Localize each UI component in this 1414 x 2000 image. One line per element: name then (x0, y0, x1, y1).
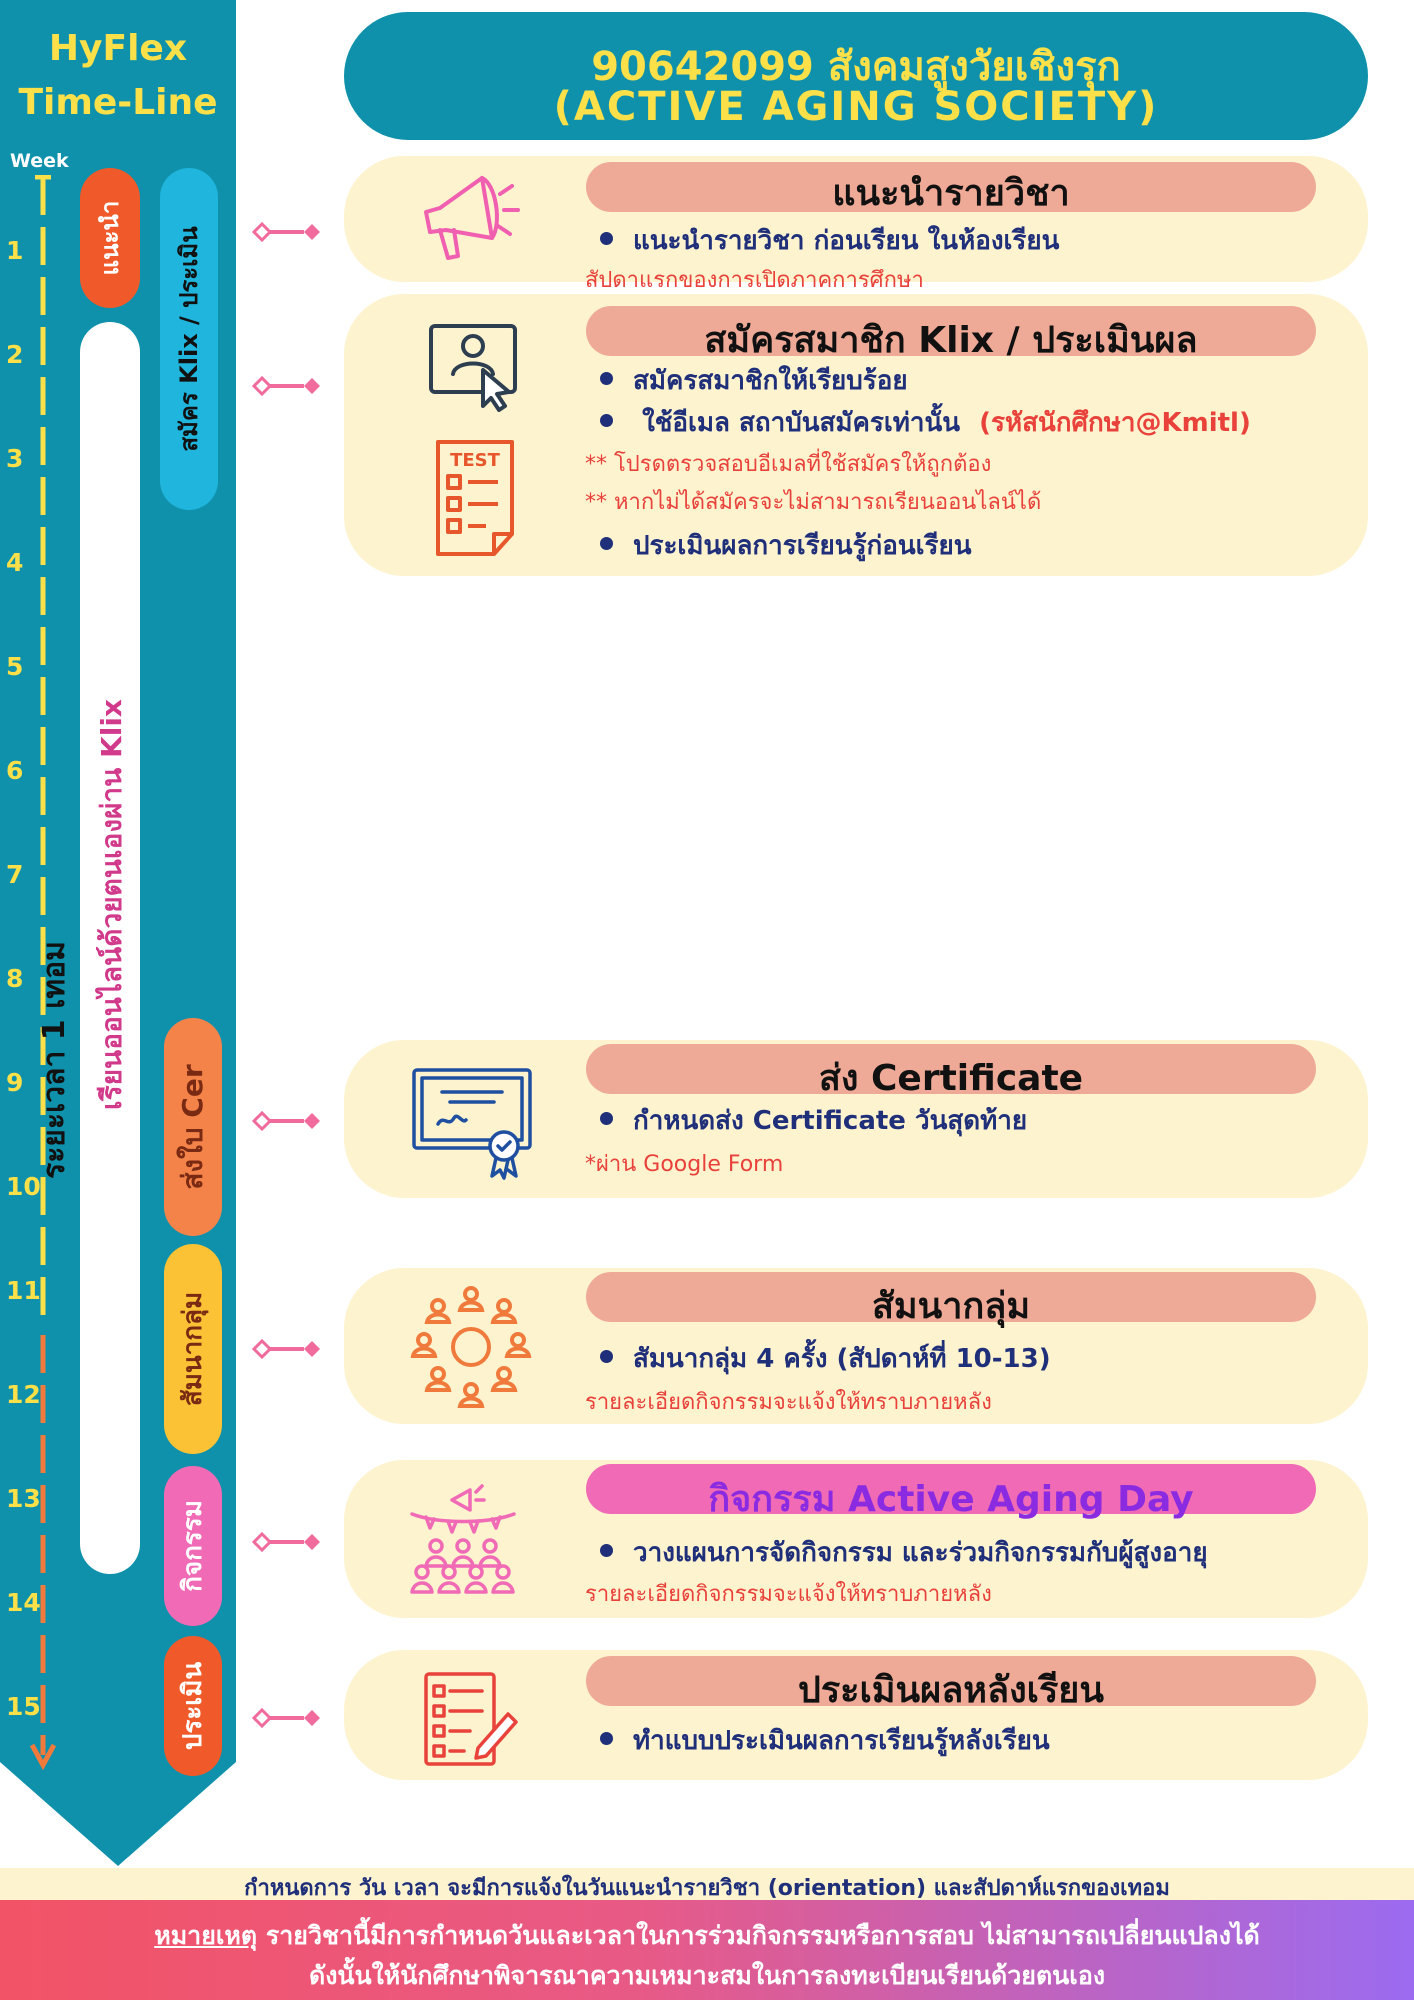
pill-activity-label: กิจกรรม (178, 1500, 208, 1592)
course-subtitle: (ACTIVE AGING SOCIETY) (553, 84, 1159, 130)
card-activity-title-bar (586, 1464, 1316, 1514)
card-register-bullet-2-text: ใช้อีเมล สถาบันสมัครเท่านั้น (642, 408, 961, 438)
week-number: 4 (6, 548, 24, 577)
event-crowd-icon (410, 1484, 516, 1594)
svg-text:TEST: TEST (450, 450, 501, 471)
card-activity-bullet-1: วางแผนการจัดกิจกรรม และร่วมกิจกรรมกับผู้… (600, 1532, 1208, 1573)
timeline-title-line2: Time-Line (18, 82, 218, 123)
week-number: 7 (6, 860, 24, 889)
pill-evaluate-label: ประเมิน (178, 1661, 208, 1751)
card-intro-title: แนะนำรายวิชา (832, 173, 1070, 214)
week-number: 3 (6, 444, 24, 473)
test-paper-icon: TEST (436, 440, 514, 556)
duration-label: ระยะเวลา 1 เทอม (37, 941, 72, 1179)
week-number: 14 (6, 1588, 41, 1617)
schedule-note: กำหนดการ วัน เวลา จะมีการแจ้งในวันแนะนำร… (244, 1876, 1170, 1901)
card-register-title: สมัครสมาชิก Klix / ประเมินผล (704, 320, 1198, 361)
card-seminar-note-1: รายละเอียดกิจกรรมจะแจ้งให้ทราบภายหลัง (585, 1390, 992, 1415)
card-register-note-1: ** โปรดตรวจสอบอีเมลที่ใช้สมัครให้ถูกต้อง (585, 452, 992, 477)
timeline-title: HyFlex Time-Line (0, 22, 236, 130)
pill-intro-label: แนะนำ (96, 200, 124, 276)
timeline-title-line1: HyFlex (48, 28, 188, 69)
pill-register-label: สมัคร Klix / ประเมิน (175, 226, 203, 452)
connector-evaluate (252, 1708, 320, 1728)
pill-seminar-label: สัมนากลุ่ม (178, 1291, 208, 1407)
week-number: 11 (6, 1276, 41, 1305)
week-number: 15 (6, 1692, 41, 1721)
pill-certificate-label: ส่งใบ Cer (176, 1064, 209, 1190)
card-register-note-2: ** หากไม่ได้สมัครจะไม่สามารถเรียนออนไลน์… (585, 490, 1042, 515)
card-seminar-bullet-1: สัมนากลุ่ม 4 ครั้ง (สัปดาห์ที่ 10-13) (600, 1338, 1051, 1379)
week-number: 8 (6, 964, 24, 993)
card-register-title-bar (586, 306, 1316, 356)
card-evaluate-bullet-1: ทำแบบประเมินผลการเรียนรู้หลังเรียน (600, 1720, 1050, 1761)
week-number: 9 (6, 1068, 24, 1097)
pill-intro (80, 168, 140, 308)
week-axis (30, 175, 56, 1771)
connector-activity (252, 1532, 320, 1552)
pill-certificate (164, 1018, 222, 1236)
card-register-email-hint: (รหัสนักศึกษา@Kmitl) (979, 408, 1251, 438)
group-meeting-icon (410, 1286, 532, 1408)
card-seminar-title-bar (586, 1272, 1316, 1322)
week-label: Week (10, 150, 69, 172)
card-intro-bullet-1: แนะนำรายวิชา ก่อนเรียน ในห้องเรียน (600, 220, 1059, 261)
checklist-icon (424, 1672, 518, 1766)
card-register-bullet-2: ใช้อีเมล สถาบันสมัครเท่านั้น (รหัสนักศึก… (600, 402, 1251, 443)
certificate-icon (412, 1068, 532, 1180)
footer-band (0, 1868, 1414, 1900)
card-certificate-bullet-1: กำหนดส่ง Certificate วันสุดท้าย (600, 1100, 1027, 1141)
self-study-pill (80, 322, 140, 1574)
week-number: 13 (6, 1484, 41, 1513)
card-evaluate-title: ประเมินผลหลังเรียน (797, 1670, 1105, 1711)
card-certificate-title: ส่ง Certificate (818, 1058, 1084, 1099)
course-title: 90642099 สังคมสูงวัยเชิงรุก (591, 44, 1121, 90)
card-register-bullet-1: สมัครสมาชิกให้เรียบร้อย (600, 360, 908, 401)
pill-evaluate (164, 1636, 222, 1776)
week-number: 5 (6, 652, 24, 681)
self-study-label: เรียนออนไลน์ด้วยตนเองผ่าน Klix (95, 699, 128, 1110)
week-number: 12 (6, 1380, 41, 1409)
remark-line2: ดังนั้นให้นักศึกษาพิจารณาความเหมาะสมในกา… (308, 1961, 1106, 1990)
card-intro-note-1: สัปดาแรกของการเปิดภาคการศึกษา (585, 268, 924, 293)
card-seminar-title: สัมนากลุ่ม (871, 1286, 1031, 1327)
remark-line1: หมายเหตุ รายวิชานี้มีการกำหนดวันและเวลาใ… (0, 1916, 1414, 1956)
pill-register (160, 168, 218, 510)
megaphone-icon (424, 176, 520, 260)
card-activity-note-1: รายละเอียดกิจกรรมจะแจ้งให้ทราบภายหลัง (585, 1582, 992, 1607)
card-certificate-note-1: *ผ่าน Google Form (585, 1152, 784, 1177)
connector-intro (252, 222, 320, 242)
remark-label: หมายเหตุ (154, 1921, 258, 1950)
week-number: 6 (6, 756, 24, 785)
connector-seminar (252, 1339, 320, 1359)
week-number: 1 (6, 236, 24, 265)
pill-activity (164, 1466, 222, 1626)
card-intro-title-bar (586, 162, 1316, 212)
card-certificate-title-bar (586, 1044, 1316, 1094)
week-number: 10 (6, 1172, 41, 1201)
id-card-cursor-icon (429, 324, 517, 412)
remark-band (0, 1900, 1414, 2000)
card-register-bullet-3: ประเมินผลการเรียนรู้ก่อนเรียน (600, 525, 972, 566)
connector-register (252, 376, 320, 396)
pill-seminar (164, 1244, 222, 1454)
remark-line1-text: รายวิชานี้มีการกำหนดวันและเวลาในการร่วมก… (257, 1921, 1260, 1950)
connector-certificate (252, 1111, 320, 1131)
card-activity-title: กิจกรรม Active Aging Day (708, 1479, 1194, 1520)
course-header (344, 12, 1368, 140)
week-number: 2 (6, 340, 24, 369)
card-evaluate-title-bar (586, 1656, 1316, 1706)
